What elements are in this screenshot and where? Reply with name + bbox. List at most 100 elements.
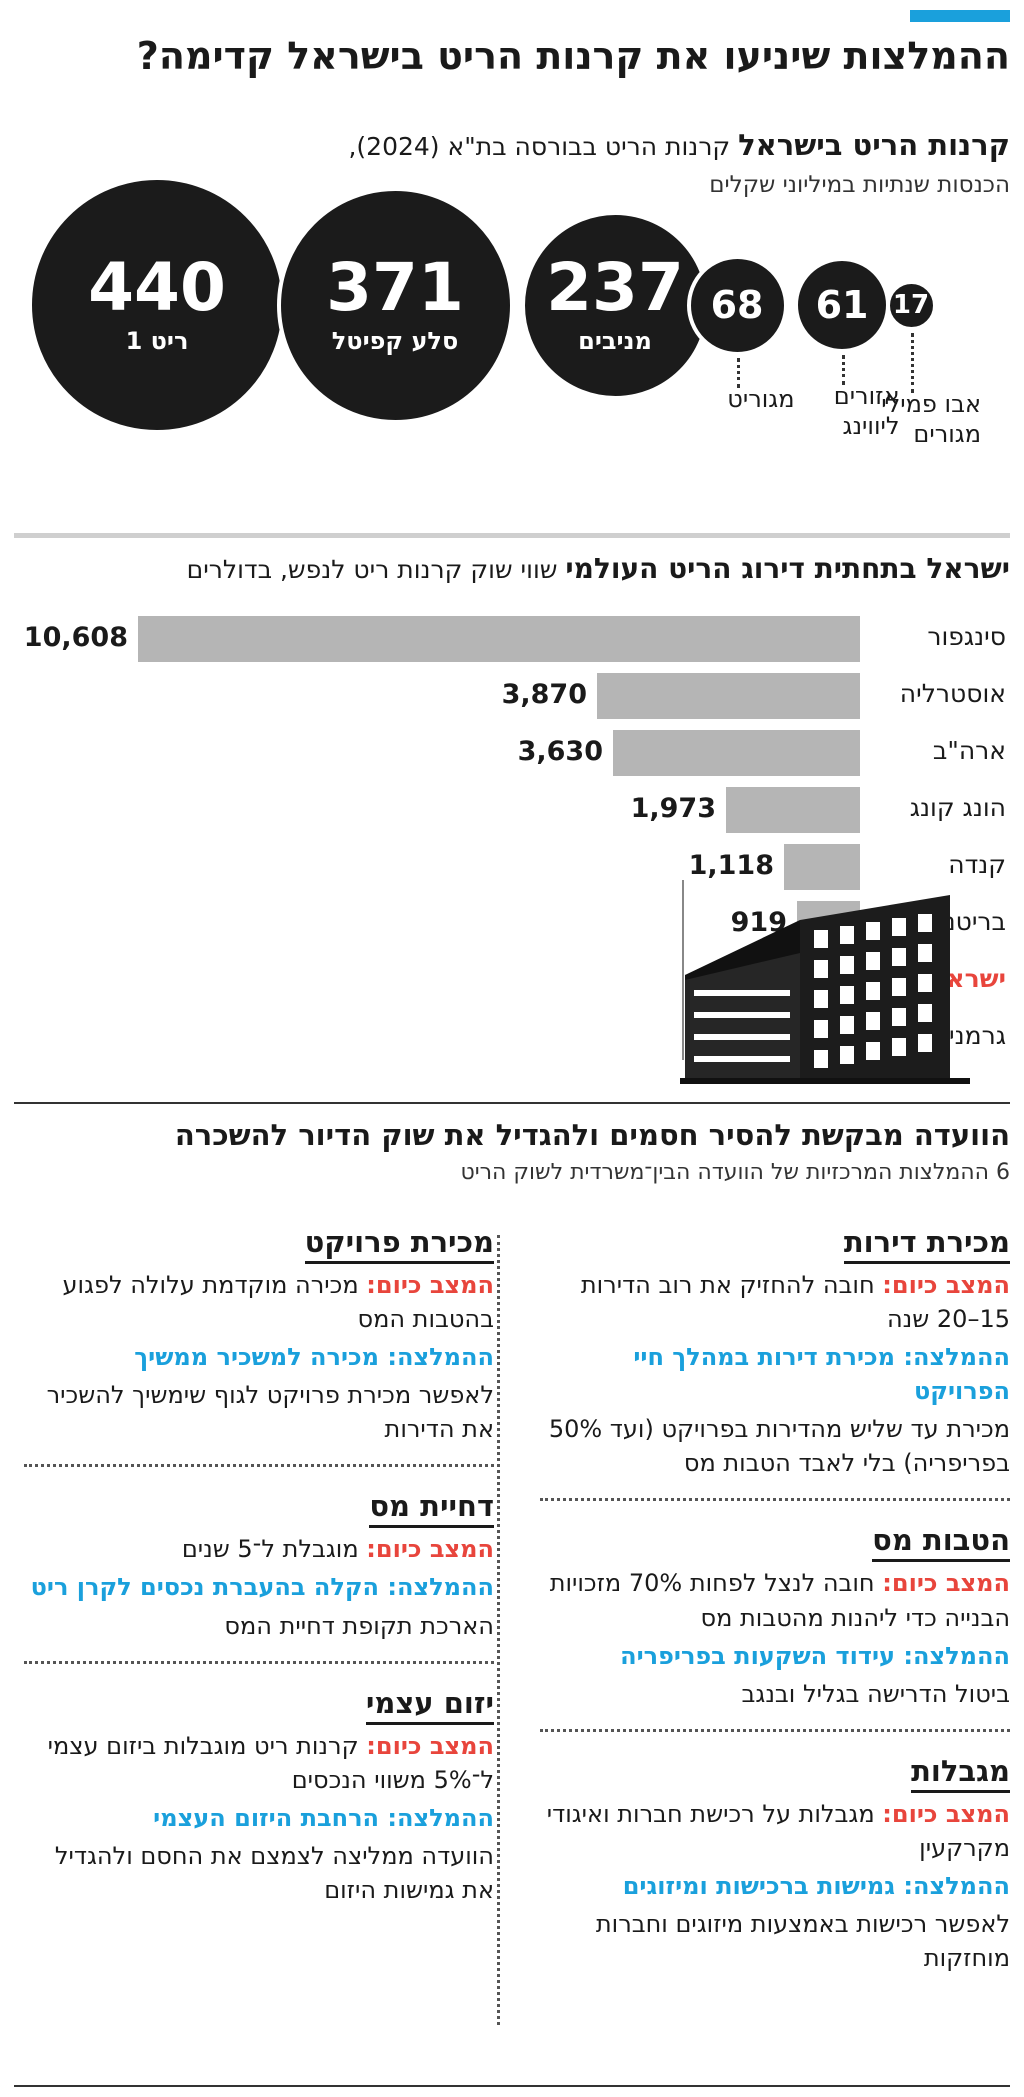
recommendation-card: מכירת פרויקט המצב כיום: מכירה מוקדמת עלו… [24, 1225, 494, 1446]
status-label: המצב כיום: [882, 1799, 1010, 1828]
section-rule [14, 1102, 1010, 1104]
recommendations-title: הוועדה מבקשת להסיר חסמים ולהגדיל את שוק … [174, 1118, 1010, 1152]
bubble-label: מגוריט [727, 384, 795, 413]
card-detail: הארכת תקופת דחיית המס [224, 1611, 494, 1640]
bubble: 371 סלע קפיטל [276, 186, 514, 424]
bar [597, 673, 860, 719]
recommendations-subtitle: 6 ההמלצות המרכזיות של הוועדה הבין־משרדית… [460, 1160, 1010, 1185]
status-text: מוגבלת ל־5 שנים [181, 1535, 359, 1564]
bubbles-title-bold: קרנות הריט בישראל [738, 128, 1010, 162]
bubble-leader-line [911, 332, 914, 393]
bubble-label: אבו פמילי מגורים [881, 389, 981, 448]
bar-category-label: הונג קונג [909, 793, 1006, 822]
column-divider [497, 1235, 500, 2025]
bar-category-label: קנדה [948, 850, 1006, 879]
status-text: חובה להחזיק את רוב הדירות 15–20 שנה [580, 1271, 1010, 1334]
status-text: מכירה מוקדמת עלולה לפגוע בהטבות המס [62, 1271, 495, 1334]
bubble: 61 [794, 257, 890, 353]
recommendations-left-column: מכירת פרויקט המצב כיום: מכירה מוקדמת עלו… [24, 1225, 494, 1925]
bubble-label: ריט 1 [125, 327, 189, 355]
bar-category-label: ארה"ב [932, 736, 1006, 765]
bubble-value: 17 [892, 290, 930, 320]
card-recommendation: ההמלצה: הרחבת היזום העצמי [153, 1803, 494, 1832]
bars-title-bold: ישראל בתחתית דירוג הריט העולמי [565, 552, 1010, 585]
card-heading: דחיית מס [369, 1489, 494, 1529]
page-title: ההמלצות שיניעו את קרנות הריט בישראל קדימ… [136, 34, 1010, 78]
card-heading: הטבות מס [872, 1523, 1010, 1563]
bar-value-label: 10,608 [23, 622, 128, 653]
status-label: המצב כיום: [366, 1731, 494, 1760]
card-detail: הוועדה ממליצה לצמצם את החסם ולהגדיל את ג… [54, 1841, 494, 1904]
card-status: המצב כיום: מגבלות על רכישת חברות ואיגודי… [540, 1797, 1010, 1865]
bubble: 68 [686, 254, 788, 356]
bubble-label: מניבים [578, 327, 652, 355]
bubbles-subtitle: הכנסות שנתיות במיליוני שקלים [709, 172, 1010, 198]
bubble-leader-line [737, 357, 740, 388]
bubble-leader-line [842, 355, 845, 385]
bubbles-title-rest: קרנות הריט בבורסה בת"א (2024), [348, 132, 731, 161]
bottom-rule [14, 2085, 1010, 2087]
card-detail: מכירת עד שליש מהדירות בפרויקט (ועד 50% ב… [548, 1415, 1010, 1478]
accent-bar [910, 10, 1010, 22]
card-recommendation: ההמלצה: מכירת דירות במהלך חיי הפרויקט [633, 1343, 1010, 1406]
bar-value-label: 3,630 [517, 736, 603, 767]
card-heading: מכירת דירות [843, 1225, 1010, 1264]
bar-value-label: 1,973 [630, 793, 716, 824]
status-text: חובה לנצל לפחות 70% מזכויות הבנייה כדי ל… [549, 1569, 1010, 1632]
bubble-value: 440 [88, 249, 226, 326]
recommendation-card: יזום עצמי המצב כיום: קרנות ריט מוגבלות ב… [24, 1686, 494, 1907]
bubble-label: סלע קפיטל [331, 327, 459, 355]
status-label: המצב כיום: [366, 1535, 494, 1564]
card-recommendation: ההמלצה: הקלה בהעברת נכסים לקרן ריט [30, 1573, 494, 1602]
bar-axis [682, 880, 684, 1060]
bubbles-section-title: קרנות הריט בישראל קרנות הריט בבורסה בת"א… [348, 128, 1010, 162]
card-separator [540, 1498, 1010, 1502]
card-detail: ביטול הדרישה בגליל ובנגב [741, 1679, 1010, 1708]
bar [784, 844, 860, 890]
bubble-value: 61 [815, 283, 869, 327]
recommendation-card: דחיית מס המצב כיום: מוגבלת ל־5 שנים ההמל… [24, 1489, 494, 1642]
bubble-label: אזורים ליווינג [833, 382, 900, 440]
bubble-value: 68 [710, 283, 764, 327]
card-status: המצב כיום: חובה לנצל לפחות 70% מזכויות ה… [540, 1566, 1010, 1634]
card-heading: יזום עצמי [365, 1686, 494, 1725]
card-recommendation: ההמלצה: גמישות ברכישות ומיזוגים [622, 1871, 1010, 1900]
recommendations-right-column: מכירת דירות המצב כיום: חובה להחזיק את רו… [540, 1225, 1010, 1993]
bars-title-rest: שווי שוק קרנות ריט לנפש, בדולרים [186, 555, 558, 584]
recommendation-card: הטבות מס המצב כיום: חובה לנצל לפחות 70% … [540, 1523, 1010, 1710]
bubble-value: 237 [546, 249, 684, 326]
bar-value-label: 3,870 [501, 679, 587, 710]
bar [613, 730, 860, 776]
section-divider [14, 533, 1010, 538]
recommendation-card: מכירת דירות המצב כיום: חובה להחזיק את רו… [540, 1225, 1010, 1480]
card-recommendation: ההמלצה: מכירה למשכיר ממשיך [134, 1343, 494, 1372]
bar-category-label: אוסטרליה [899, 679, 1006, 708]
card-heading: מכירת פרויקט [304, 1225, 494, 1264]
status-label: המצב כיום: [366, 1271, 494, 1299]
bubble: 237 מניבים [520, 210, 710, 400]
status-label: המצב כיום: [882, 1271, 1010, 1299]
status-label: המצב כיום: [882, 1569, 1010, 1598]
card-detail: לאפשר רכישות באמצעות מיזוגים וחברות מוחז… [595, 1910, 1010, 1973]
bubble: 17 [885, 279, 937, 331]
bubble: 440 ריט 1 [28, 176, 286, 434]
card-detail: לאפשר מכירת פרויקט לגוף שימשיך להשכיר את… [46, 1381, 494, 1444]
bar-value-label: 1,118 [688, 850, 774, 881]
card-heading: מגבלות [911, 1754, 1010, 1793]
card-status: המצב כיום: חובה להחזיק את רוב הדירות 15–… [540, 1268, 1010, 1336]
bars-section-title: ישראל בתחתית דירוג הריט העולמי שווי שוק … [187, 552, 1010, 585]
card-recommendation: ההמלצה: עידוד השקעות בפריפריה [620, 1641, 1010, 1670]
status-text: מגבלות על רכישת חברות ואיגודי מקרקעין [546, 1799, 1010, 1862]
card-separator [24, 1464, 494, 1468]
recommendation-card: מגבלות המצב כיום: מגבלות על רכישת חברות … [540, 1754, 1010, 1975]
bar-category-label: סינגפור [927, 622, 1006, 651]
card-separator [24, 1660, 494, 1664]
bubble-value: 371 [326, 249, 464, 326]
card-status: המצב כיום: מכירה מוקדמת עלולה לפגוע בהטב… [24, 1268, 495, 1336]
card-separator [540, 1728, 1010, 1732]
status-text: קרנות ריט מוגבלות ביזום עצמי ל־5% משווי … [47, 1731, 494, 1794]
bar [726, 787, 860, 833]
bar [138, 616, 860, 662]
card-status: המצב כיום: קרנות ריט מוגבלות ביזום עצמי … [24, 1729, 494, 1797]
card-status: המצב כיום: מוגבלת ל־5 שנים [24, 1532, 494, 1566]
